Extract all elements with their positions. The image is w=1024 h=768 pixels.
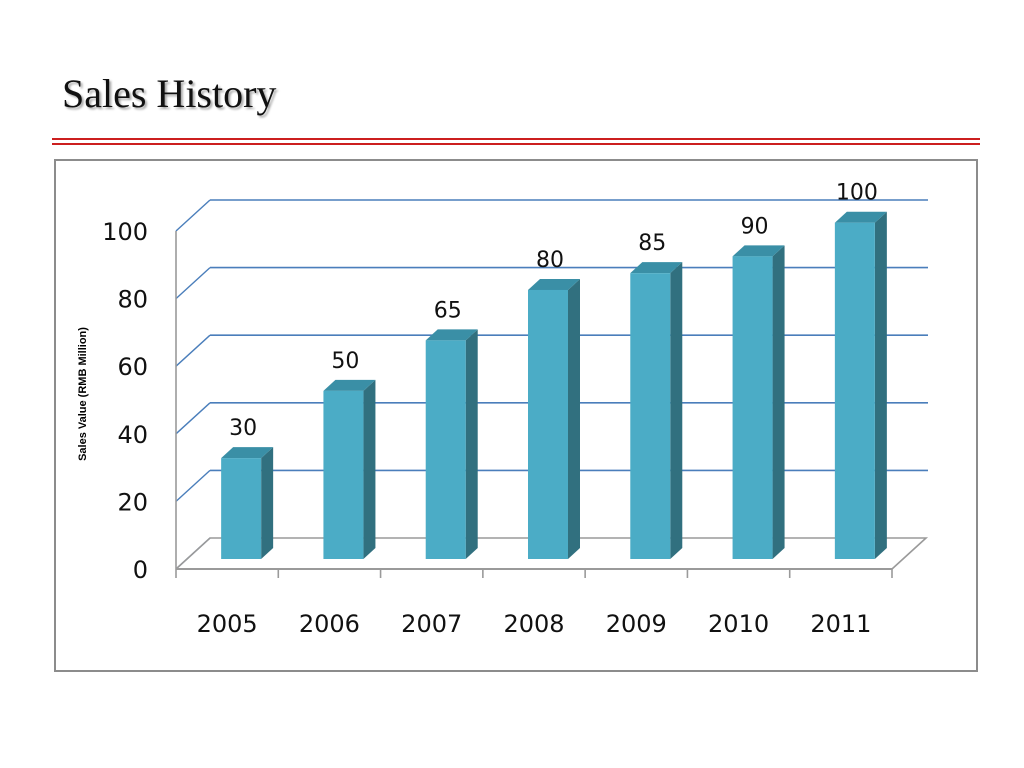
bar-side [874,211,887,559]
bar [425,340,466,559]
bar-top [528,278,580,290]
y-tick-label: 40 [117,421,148,449]
bar-side [670,262,683,559]
bar [221,458,262,559]
y-tick-label: 20 [117,488,148,516]
gridline-depth [175,199,211,232]
bar-top [425,329,478,341]
y-tick-label: 60 [117,353,148,381]
x-tick-label: 2007 [401,610,462,638]
title-divider-top [52,138,980,140]
data-label: 90 [741,214,769,239]
gridline-depth [175,469,211,502]
data-label: 30 [229,416,257,441]
data-label: 80 [536,248,564,273]
x-tick-label: 2011 [810,610,871,638]
gridline-depth [175,402,211,435]
y-axis-title: Sales Value (RMB Million) [77,327,89,461]
gridline-depth [175,267,211,300]
chart-frame: 0 20 40 60 80 100 Sales Value (RMB Million) 30 2… [54,159,978,672]
x-tick-label: 2006 [299,610,360,638]
bar-top [323,379,376,391]
x-tick-label: 2008 [503,610,564,638]
data-label: 85 [638,231,666,256]
bar-side [568,278,580,559]
data-label: 100 [836,181,878,206]
data-label: 50 [331,349,359,374]
sales-bar-chart: 0 20 40 60 80 100 Sales Value (RMB Million) 30 2… [77,181,929,638]
title-divider-bottom [52,143,980,145]
slide-title: Sales History [62,71,277,116]
y-tick-label: 0 [133,556,148,584]
y-tick-label: 80 [117,286,148,314]
labels: 0 20 40 60 80 100 Sales Value (RMB Million) 30 2… [77,181,878,638]
bar-side [261,447,274,559]
x-tick-label: 2010 [708,610,769,638]
x-tick-label: 2005 [197,610,258,638]
bar [323,390,364,559]
bar [834,222,875,559]
gridline-depth [175,334,211,367]
bar-top [834,211,887,223]
x-tick-label: 2009 [606,610,667,638]
bar [630,273,671,559]
data-label: 65 [434,298,462,323]
bars [221,211,887,560]
y-tick-label: 100 [102,218,148,246]
bar-side [465,329,478,559]
bar [732,256,773,559]
bar-top [732,245,785,257]
bar [528,289,568,559]
bar-top [630,262,683,274]
bar-top [221,447,274,459]
bar-side [772,245,785,560]
bar-side [363,379,376,559]
